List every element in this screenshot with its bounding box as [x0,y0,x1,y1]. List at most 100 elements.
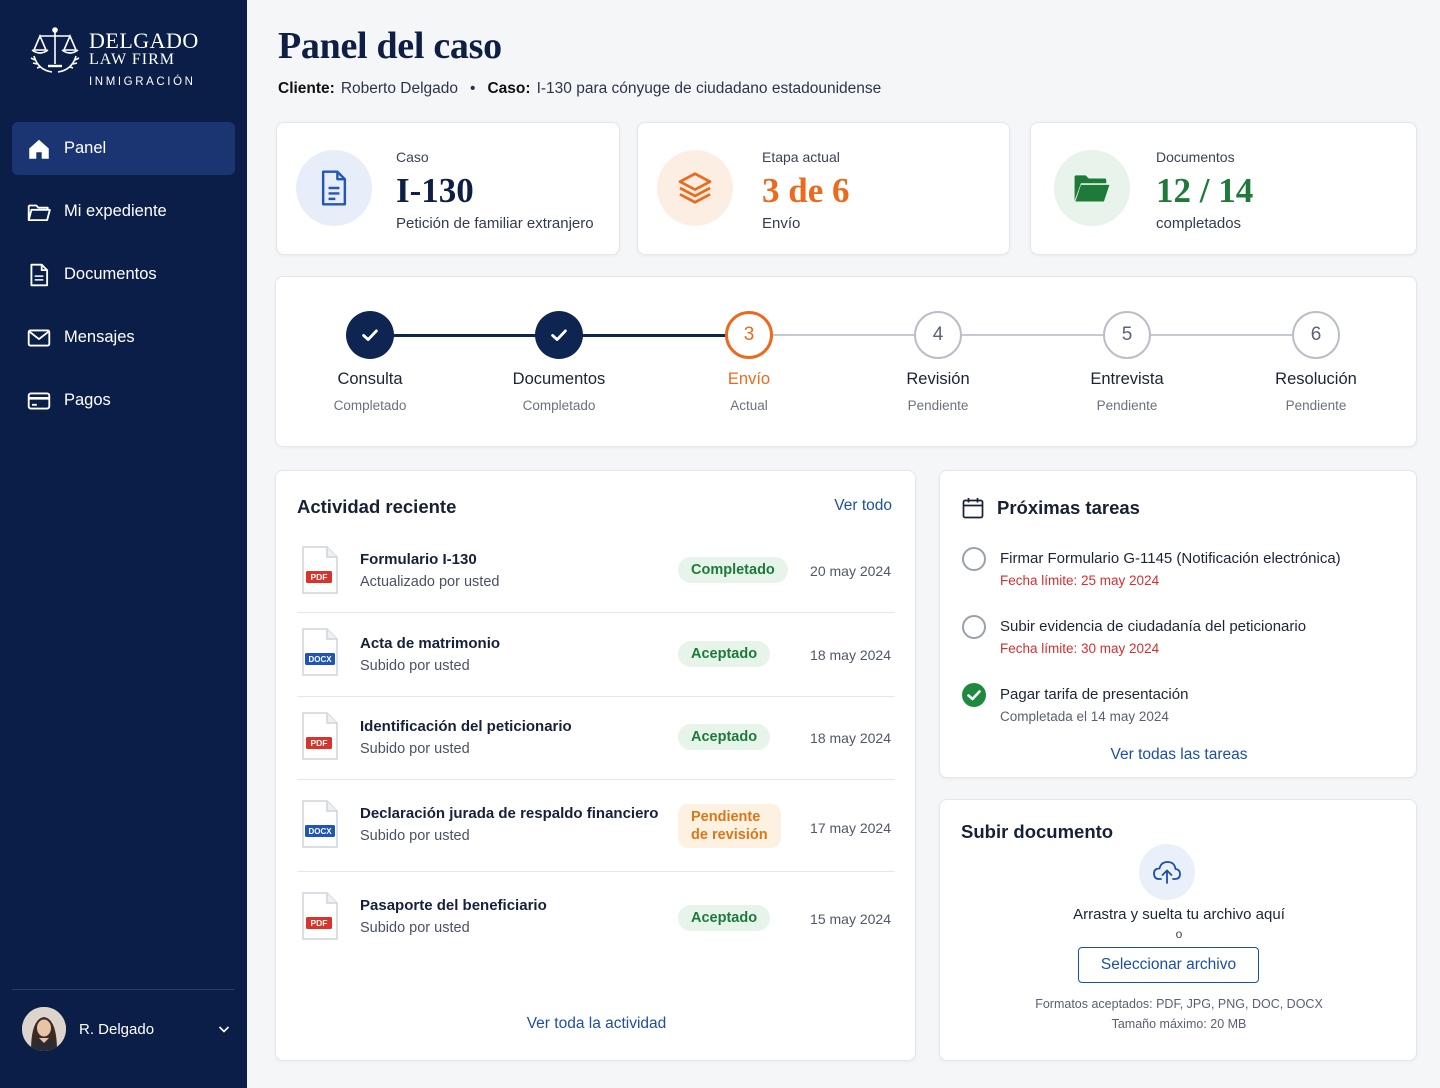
brand-logo[interactable]: DELGADO LAW FIRM INMIGRACIÓN [28,26,228,96]
case-card-label: Caso [396,149,429,165]
step-envio[interactable]: 3 Envío Actual [669,311,829,413]
documents-card-value: 12 / 14 [1156,171,1254,210]
list-item[interactable]: PDF Formulario I-130 Actualizado por ust… [297,529,895,613]
task-title: Subir evidencia de ciudadanía del petici… [1000,618,1307,635]
case-card-description: Petición de familiar extranjero [396,215,594,232]
docx-file-icon: DOCX [302,800,338,848]
list-item[interactable]: PDF Identificación del peticionario Subi… [297,696,895,780]
step-name: Envío [727,370,771,388]
task-checkbox[interactable] [962,615,986,639]
client-label: Cliente: [278,80,335,97]
drop-zone-text: Arrastra y suelta tu archivo aquí [1073,906,1285,923]
activity-title: Identificación del peticionario [360,718,572,735]
check-icon [535,311,583,359]
activity-subtitle: Subido por usted [360,658,470,674]
step-name: Documentos [512,370,606,388]
step-name: Revisión [906,370,970,388]
step-name: Consulta [337,370,403,388]
scales-of-justice-icon [30,27,80,73]
sidebar-item-documentos[interactable]: Documentos [12,248,235,301]
mail-icon [26,325,52,351]
docx-file-icon: DOCX [302,628,338,676]
file-type-label: DOCX [308,827,332,836]
documents-card-label: Documentos [1156,149,1235,165]
step-entrevista[interactable]: 5 Entrevista Pendiente [1047,311,1207,413]
stage-card-label: Etapa actual [762,149,840,165]
activity-subtitle: Actualizado por usted [360,574,500,590]
page-title: Panel del caso [278,25,502,67]
status-badge: Aceptado [678,905,771,931]
sidebar-item-label: Mensajes [64,328,135,346]
upload-document-title: Subir documento [961,821,1114,842]
activity-date: 17 may 2024 [810,820,891,836]
view-all-activity-footer-link[interactable]: Ver toda la actividad [526,1015,667,1032]
client-name: Roberto Delgado [340,80,459,97]
step-status: Pendiente [907,398,969,413]
upload-document-card[interactable]: Subir documento Arrastra y suelta tu arc… [939,799,1417,1061]
avatar [22,1007,66,1051]
user-menu[interactable]: R. Delgado [22,1006,232,1052]
cloud-upload-icon[interactable] [1139,844,1195,900]
document-icon [296,150,372,226]
task-checkbox[interactable] [962,547,986,571]
step-number: 4 [914,311,962,359]
status-badge-line: de revisión [691,827,768,843]
chevron-down-icon [218,1026,230,1033]
case-name: I-130 para cónyuge de ciudadano estadoun… [536,80,882,97]
view-all-activity-link[interactable]: Ver todo [834,497,892,514]
sidebar-item-mi-expediente[interactable]: Mi expediente [12,185,235,238]
activity-date: 18 may 2024 [810,647,891,663]
stage-card-value: 3 de 6 [762,171,850,210]
status-badge: Completado [678,557,788,583]
file-type-label: PDF [311,918,328,928]
sidebar-item-pagos[interactable]: Pagos [12,374,235,427]
list-item[interactable]: PDF Pasaporte del beneficiario Subido po… [297,872,895,956]
activity-date: 18 may 2024 [810,730,891,746]
case-card-value: I-130 [396,171,474,210]
file-type-label: DOCX [308,655,332,664]
step-status: Pendiente [1096,398,1158,413]
brand-name: DELGADO [89,28,199,53]
step-status: Completado [333,398,407,413]
step-resolucion[interactable]: 6 Resolución Pendiente [1236,311,1396,413]
brand-subtitle: LAW FIRM [89,51,175,68]
step-documentos[interactable]: Documentos Completado [479,311,639,413]
view-all-tasks-link[interactable]: Ver todas las tareas [1110,746,1248,763]
divider [12,989,235,990]
step-revision[interactable]: 4 Revisión Pendiente [858,311,1018,413]
separator-dot: • [470,80,476,97]
status-badge: Pendiente de revisión [678,804,781,848]
sidebar-item-label: Documentos [64,265,157,283]
file-type-label: PDF [311,738,328,748]
list-item[interactable]: DOCX Acta de matrimonio Subido por usted… [297,613,895,697]
activity-title: Formulario I-130 [360,551,477,568]
step-consulta[interactable]: Consulta Completado [290,311,450,413]
file-type-label: PDF [311,572,328,582]
home-icon [26,136,52,162]
step-number: 3 [725,311,773,359]
case-label: Caso: [487,80,531,97]
status-badge: Aceptado [678,724,771,750]
brand-tagline: INMIGRACIÓN [89,76,196,88]
case-card: Caso I-130 Petición de familiar extranje… [276,122,620,255]
sidebar-item-panel[interactable]: Panel [12,122,235,175]
check-circle-icon[interactable] [962,683,986,707]
task-title: Pagar tarifa de presentación [1000,686,1189,703]
activity-date: 15 may 2024 [810,911,891,927]
step-status: Completado [522,398,596,413]
select-file-button[interactable]: Seleccionar archivo [1078,947,1259,983]
task-completed-date: Completada el 14 may 2024 [1000,709,1169,724]
task-title: Firmar Formulario G-1145 (Notificación e… [1000,550,1341,567]
check-icon [346,311,394,359]
list-item[interactable]: DOCX Declaración jurada de respaldo fina… [297,779,895,872]
activity-subtitle: Subido por usted [360,741,470,757]
sidebar-item-label: Pagos [64,391,111,409]
sidebar-item-mensajes[interactable]: Mensajes [12,311,235,364]
documents-card: Documentos 12 / 14 completados [1030,122,1417,255]
upcoming-tasks-title: Próximas tareas [997,497,1140,518]
sidebar: DELGADO LAW FIRM INMIGRACIÓN Panel Mi ex… [0,0,247,1088]
activity-title: Declaración jurada de respaldo financier… [360,805,659,822]
credit-card-icon [26,388,52,414]
max-size-text: Tamaño máximo: 20 MB [1111,1017,1247,1031]
document-icon [26,262,52,288]
